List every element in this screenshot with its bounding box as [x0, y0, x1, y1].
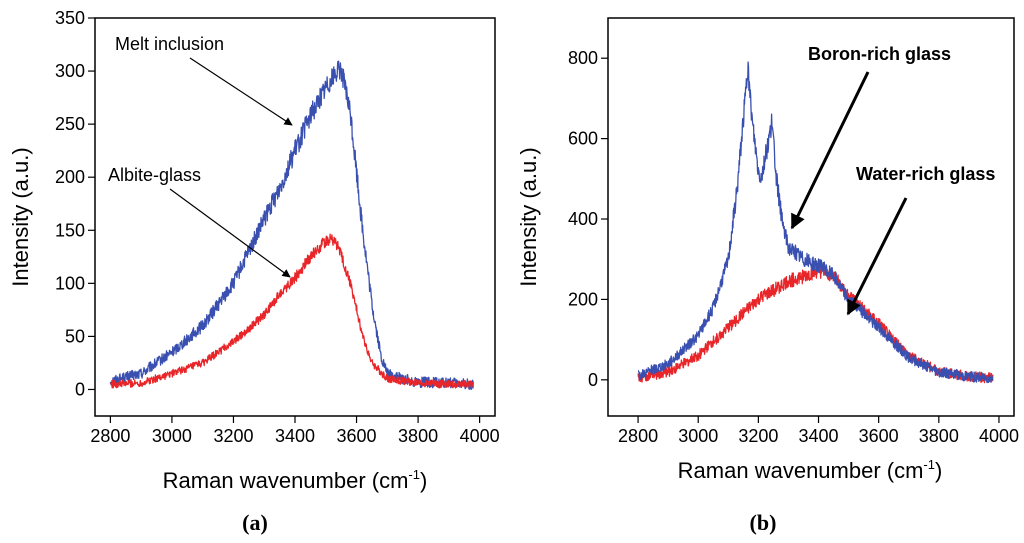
y-tick-label: 800: [568, 48, 598, 68]
x-tick-label: 3600: [337, 426, 377, 446]
x-tick-label: 3200: [738, 426, 778, 446]
y-tick-label: 200: [55, 167, 85, 187]
x-tick-label: 3000: [152, 426, 192, 446]
x-tick-label: 3600: [859, 426, 899, 446]
series-line-boron-rich-glass: [637, 61, 994, 384]
x-tick-label: 2800: [90, 426, 130, 446]
y-tick-label: 250: [55, 114, 85, 134]
x-tick-label: 3400: [798, 426, 838, 446]
panel-a-y-axis-label: Intensity (a.u.): [8, 147, 33, 286]
arrow-water-rich-glass: [846, 197, 908, 316]
panel-a-plot-frame: [94, 17, 496, 417]
y-tick-label: 50: [65, 326, 85, 346]
panel-b-x-axis-label: Raman wavenumber (cm-1): [678, 457, 943, 483]
y-tick-label: 200: [568, 289, 598, 309]
panel-a-ticks: 2800 3000 3200 3400 3600 3800 4000 0 50 100 150 200…: [55, 8, 500, 446]
y-tick-label: 600: [568, 129, 598, 149]
series-line-melt-inclusion: [109, 60, 474, 390]
x-tick-label: 3400: [275, 426, 315, 446]
y-tick-label: 400: [568, 209, 598, 229]
panel-b-series: [637, 61, 994, 384]
panel-b-label: (b): [750, 510, 777, 535]
y-tick-label: 0: [588, 370, 598, 390]
panel-a-x-axis-label: Raman wavenumber (cm-1): [163, 467, 428, 493]
annotation-albite-glass: Albite-glass: [108, 165, 201, 185]
y-tick-label: 350: [55, 8, 85, 28]
x-tick-label: 4000: [460, 426, 500, 446]
x-tick-label: 3800: [919, 426, 959, 446]
panel-a-label: (a): [242, 510, 268, 535]
y-tick-label: 150: [55, 220, 85, 240]
series-line-albite-glass: [109, 233, 474, 389]
annotation-melt-inclusion: Melt inclusion: [115, 34, 224, 54]
panel-b-y-axis-label: Intensity (a.u.): [516, 147, 541, 286]
x-tick-label: 3000: [678, 426, 718, 446]
panel-b-ticks: 2800 3000 3200 3400 3600 3800 4000 0 200 400 600 80…: [568, 48, 1019, 446]
y-tick-label: 300: [55, 61, 85, 81]
arrow-albite-glass: [169, 188, 291, 278]
y-tick-label: 100: [55, 273, 85, 293]
x-tick-label: 4000: [979, 426, 1019, 446]
panel-a-series: [109, 60, 474, 390]
arrow-melt-inclusion: [189, 57, 293, 126]
panel-a: 2800 3000 3200 3400 3600 3800 4000 0 50 100 150 200…: [8, 8, 500, 535]
panel-b: 2800 3000 3200 3400 3600 3800 4000 0 200 400 600 80…: [516, 17, 1019, 535]
annotation-water-rich-glass: Water-rich glass: [856, 164, 995, 184]
y-tick-label: 0: [75, 379, 85, 399]
annotation-boron-rich-glass: Boron-rich glass: [808, 44, 951, 64]
series-line-water-rich-glass: [637, 264, 994, 384]
arrow-boron-rich-glass: [790, 71, 870, 230]
x-tick-label: 3200: [213, 426, 253, 446]
x-tick-label: 2800: [618, 426, 658, 446]
x-tick-label: 3800: [398, 426, 438, 446]
panel-b-plot-frame: [607, 17, 1015, 417]
